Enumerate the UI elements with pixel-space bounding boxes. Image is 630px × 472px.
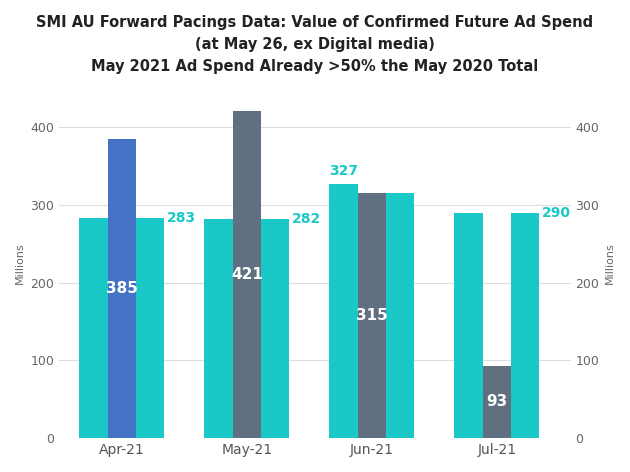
Text: 315: 315 bbox=[356, 308, 387, 323]
Text: 327: 327 bbox=[329, 163, 358, 177]
Bar bbox=[386, 193, 415, 438]
Bar bbox=[136, 218, 164, 438]
Text: 421: 421 bbox=[231, 267, 263, 282]
Bar bbox=[261, 219, 289, 438]
Bar bbox=[454, 212, 483, 438]
Bar bbox=[79, 218, 108, 438]
Bar bbox=[483, 366, 511, 438]
Text: 283: 283 bbox=[167, 211, 197, 225]
Y-axis label: Millions: Millions bbox=[15, 242, 25, 284]
Bar bbox=[329, 184, 358, 438]
Title: SMI AU Forward Pacings Data: Value of Confirmed Future Ad Spend
(at May 26, ex D: SMI AU Forward Pacings Data: Value of Co… bbox=[37, 15, 593, 75]
Bar bbox=[108, 139, 136, 438]
Y-axis label: Millions: Millions bbox=[605, 242, 615, 284]
Bar bbox=[232, 110, 261, 438]
Bar bbox=[358, 193, 386, 438]
Text: 385: 385 bbox=[106, 281, 138, 296]
Bar bbox=[511, 212, 539, 438]
Text: 93: 93 bbox=[486, 395, 507, 410]
Text: 290: 290 bbox=[542, 205, 571, 219]
Text: 282: 282 bbox=[292, 212, 321, 226]
Bar bbox=[204, 219, 232, 438]
